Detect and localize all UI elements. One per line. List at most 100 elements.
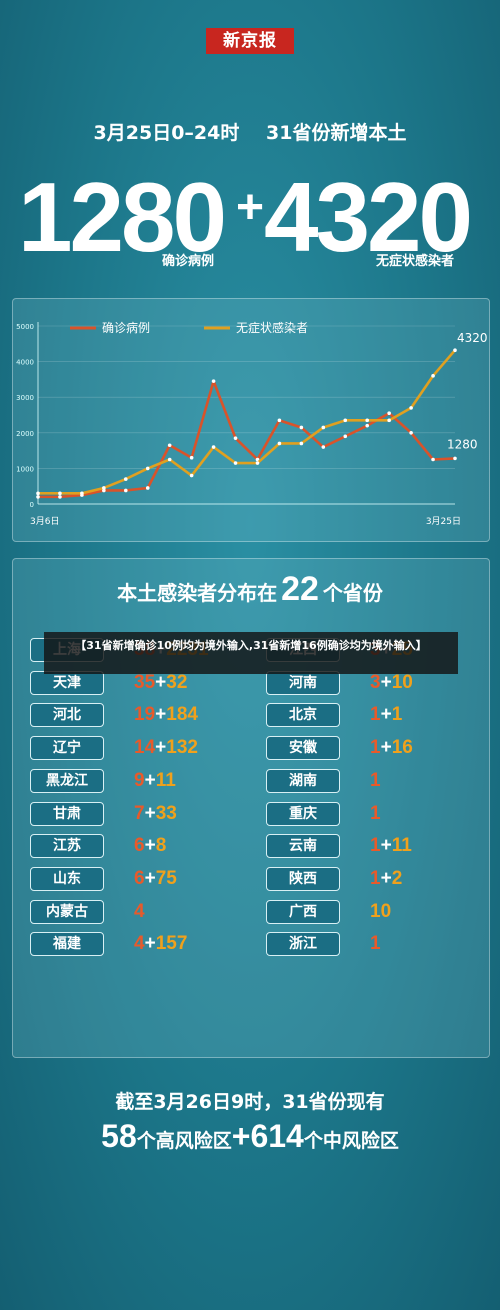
series-1-point bbox=[277, 418, 282, 423]
plus-sign: + bbox=[155, 672, 167, 693]
series-1-point bbox=[36, 495, 40, 499]
province-value: 4 bbox=[134, 900, 145, 924]
confirmed-number: 1280 bbox=[18, 162, 227, 272]
series-2-point bbox=[409, 406, 413, 410]
asymptomatic-label: 无症状感染者 bbox=[376, 254, 455, 269]
asymptomatic-count: 184 bbox=[166, 704, 198, 725]
y-tick-label: 5000 bbox=[16, 323, 34, 331]
province-name: 河北 bbox=[30, 703, 104, 727]
province-name: 重庆 bbox=[266, 802, 340, 826]
series-line-1 bbox=[38, 379, 456, 499]
series-line-2 bbox=[38, 349, 456, 495]
series-2-point bbox=[453, 348, 457, 353]
province-name: 黑龙江 bbox=[30, 769, 104, 793]
big-plus: + bbox=[236, 181, 265, 234]
asymptomatic-count: 157 bbox=[155, 933, 188, 954]
series-1-point bbox=[343, 434, 348, 439]
confirmed-label: 确诊病例 bbox=[162, 254, 215, 269]
province-value: 6+75 bbox=[134, 867, 177, 891]
asymptomatic-number: 4320 bbox=[264, 162, 473, 272]
province-value: 4+157 bbox=[134, 932, 187, 956]
headline-scope: 31省份新增本土 bbox=[266, 122, 407, 144]
series-2-point bbox=[365, 418, 370, 423]
series-2-point bbox=[255, 461, 260, 465]
y-tick-label: 1000 bbox=[16, 465, 34, 473]
province-value: 1+1 bbox=[370, 703, 402, 727]
series-2-point bbox=[189, 473, 194, 478]
series-1-point bbox=[409, 431, 413, 435]
y-tick-label: 0 bbox=[30, 501, 34, 509]
series-1-point bbox=[211, 379, 216, 383]
series-1-point bbox=[233, 436, 238, 440]
province-value: 1 bbox=[370, 932, 381, 956]
mid-risk-label: 个中风险区 bbox=[303, 1130, 399, 1152]
plus-sign: + bbox=[144, 835, 156, 856]
province-name: 云南 bbox=[266, 834, 340, 858]
province-name: 内蒙古 bbox=[30, 900, 104, 924]
plus-sign: + bbox=[144, 933, 156, 954]
series-1-point bbox=[321, 445, 326, 449]
province-value: 1 bbox=[370, 802, 381, 826]
series-2-point bbox=[431, 374, 435, 378]
series-2-point bbox=[321, 425, 326, 430]
series-1-point bbox=[431, 457, 435, 462]
plus-sign: + bbox=[380, 737, 392, 758]
mid-risk-count: 614 bbox=[250, 1118, 304, 1154]
province-name: 江苏 bbox=[30, 834, 104, 858]
x-tick-label-end: 3月25日 bbox=[426, 516, 461, 527]
province-value: 10 bbox=[370, 900, 391, 924]
province-name: 福建 bbox=[30, 932, 104, 956]
distribution-title-post: 个省份 bbox=[322, 581, 383, 605]
trend-chart: 0 1000 2000 3000 4000 5000 3月6日 3月25日 4320 1280 确诊… bbox=[16, 320, 488, 527]
asymptomatic-count: 32 bbox=[166, 672, 188, 693]
asymptomatic-count: 1 bbox=[391, 704, 403, 725]
chart-panel bbox=[12, 298, 490, 542]
series-2-point bbox=[299, 441, 304, 446]
province-name: 湖南 bbox=[266, 769, 340, 793]
province-value: 1+2 bbox=[370, 867, 402, 891]
plus-sign: + bbox=[155, 704, 167, 725]
confirmed-count: 9 bbox=[134, 770, 145, 791]
x-tick-label-start: 3月6日 bbox=[30, 516, 59, 527]
headline: 3月25日0–24时 31省份新增本土 bbox=[0, 118, 500, 145]
province-name: 河南 bbox=[266, 671, 340, 695]
plus-sign: + bbox=[380, 704, 392, 725]
high-risk-count: 58 bbox=[101, 1118, 137, 1154]
province-value: 14+132 bbox=[134, 736, 198, 760]
province-name: 浙江 bbox=[266, 932, 340, 956]
province-value: 3+10 bbox=[370, 671, 413, 695]
plus-sign: + bbox=[144, 868, 156, 889]
series-1-point bbox=[145, 486, 150, 490]
province-name: 北京 bbox=[266, 703, 340, 727]
province-name: 甘肃 bbox=[30, 802, 104, 826]
series-1-point bbox=[387, 411, 391, 416]
caption-overlay: 【31省新增确诊10例均为境外输入,31省新增16例确诊均为境外输入】 bbox=[44, 632, 458, 674]
confirmed-count: 1 bbox=[370, 737, 381, 758]
series-1-point bbox=[255, 457, 260, 462]
asymptomatic-count: 8 bbox=[155, 835, 167, 856]
province-name: 山东 bbox=[30, 867, 104, 891]
province-value: 1 bbox=[370, 769, 381, 793]
province-name: 辽宁 bbox=[30, 736, 104, 760]
series-2-point bbox=[123, 477, 128, 481]
province-value: 7+33 bbox=[134, 802, 177, 826]
confirmed-count: 3 bbox=[370, 672, 381, 693]
confirmed-count: 4 bbox=[134, 901, 145, 922]
footer-line1: 截至3月26日9时，31省份现有 bbox=[115, 1091, 385, 1113]
y-tick-label: 4000 bbox=[16, 359, 34, 367]
confirmed-count: 35 bbox=[134, 672, 156, 693]
confirmed-count: 6 bbox=[134, 868, 145, 889]
asymptomatic-count: 2 bbox=[391, 868, 403, 889]
asymptomatic-count: 10 bbox=[370, 901, 392, 922]
series-2-point bbox=[102, 486, 106, 490]
province-name: 安徽 bbox=[266, 736, 340, 760]
asymptomatic-count: 33 bbox=[155, 803, 177, 824]
plus-sign: + bbox=[380, 835, 392, 856]
confirmed-count: 14 bbox=[134, 737, 156, 758]
end-label-asymptomatic: 4320 bbox=[457, 331, 488, 345]
legend-label-2: 无症状感染者 bbox=[236, 320, 308, 335]
confirmed-count: 1 bbox=[370, 704, 381, 725]
distribution-title-pre: 本土感染者分布在 bbox=[117, 581, 278, 605]
confirmed-count: 7 bbox=[134, 803, 145, 824]
plus-sign: + bbox=[155, 737, 167, 758]
